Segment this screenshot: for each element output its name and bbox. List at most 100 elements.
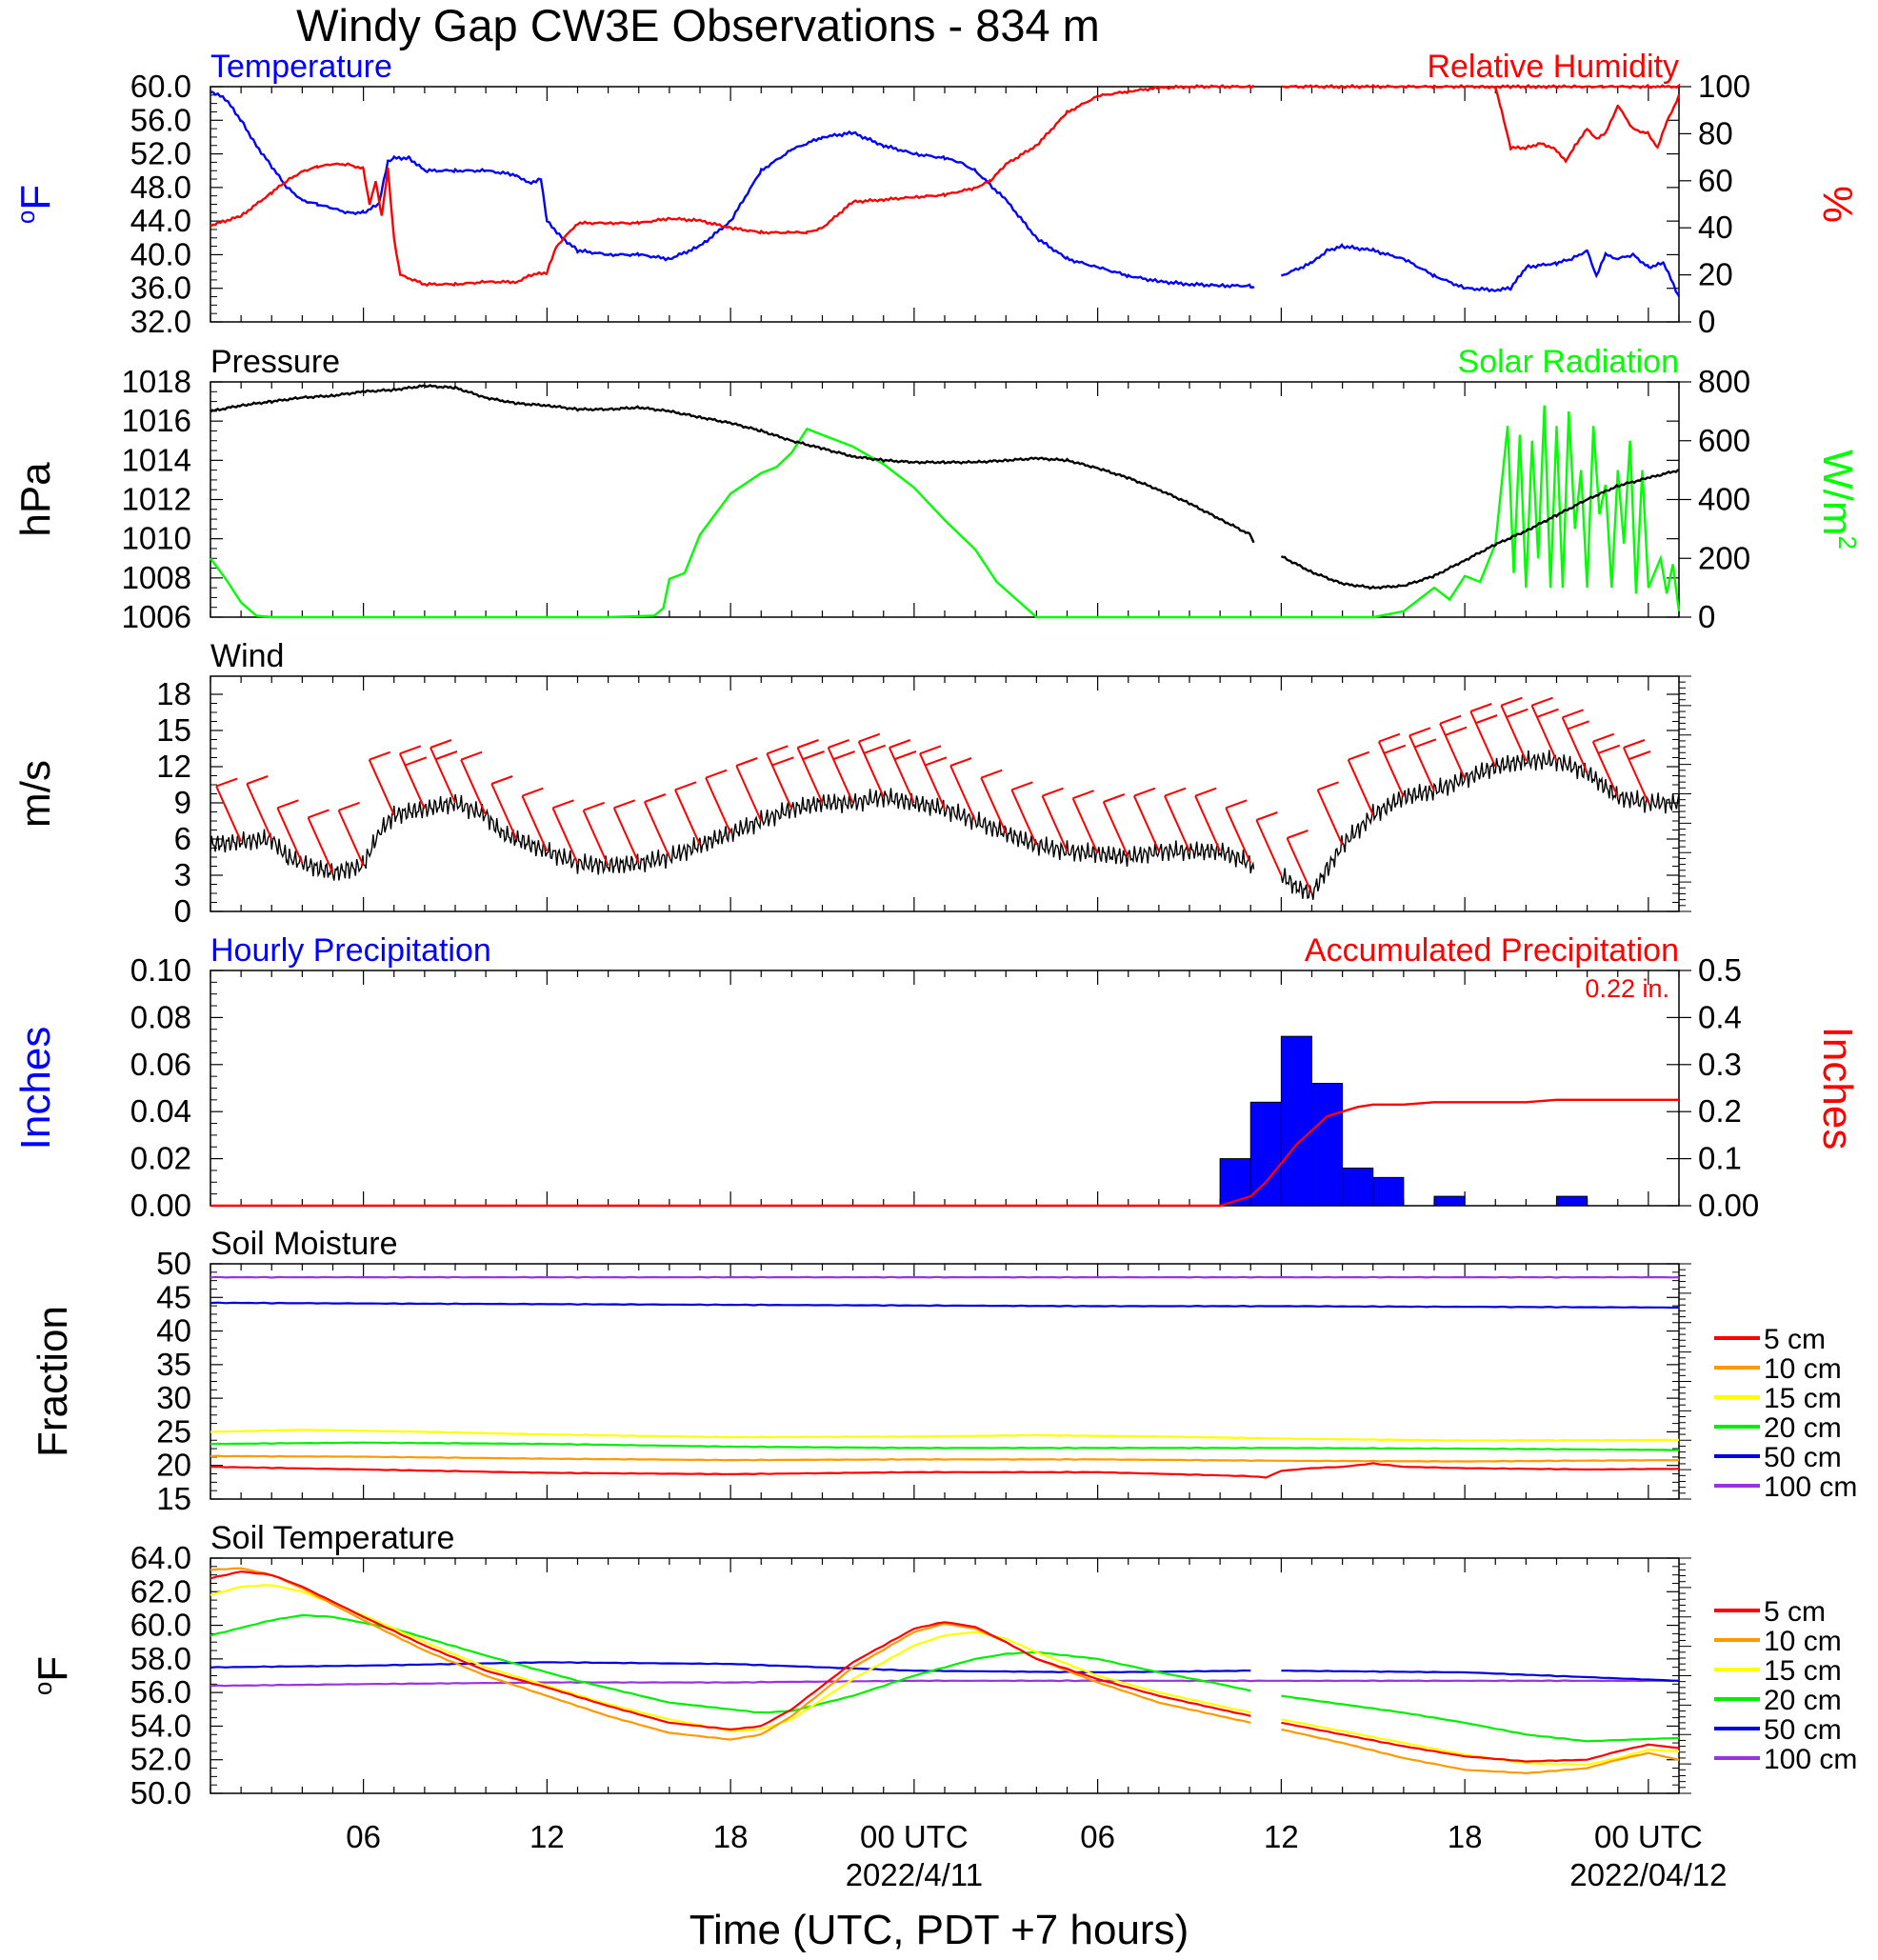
wind-barb-flag xyxy=(215,777,238,788)
y-tick-label: 0.10 xyxy=(130,952,191,988)
y-right-tick-label: 0.5 xyxy=(1698,952,1742,988)
y-axis-label-left: m/s xyxy=(12,760,59,828)
wind-barb-flag xyxy=(772,756,794,767)
y-tick-label: 1016 xyxy=(122,403,191,438)
wind-barb xyxy=(612,807,640,864)
y-tick-label: 1010 xyxy=(122,521,191,556)
wind-barb-flag xyxy=(1256,811,1278,821)
wind-barb-flag xyxy=(1317,781,1339,791)
legend-label: 20 cm xyxy=(1764,1685,1842,1716)
y-tick-label: 1006 xyxy=(122,599,191,634)
series-line-depth-100cm xyxy=(210,1679,1680,1688)
wind-barb xyxy=(919,752,946,810)
y-tick-label: 0.06 xyxy=(130,1047,191,1082)
series-line-humidity xyxy=(1494,87,1681,164)
x-ticks xyxy=(210,1558,1680,1793)
wind-barb-flag xyxy=(1384,744,1407,754)
panel-left-title: Hourly Precipitation xyxy=(210,932,491,969)
panels-group: 32.036.040.044.048.052.056.060.002040608… xyxy=(11,49,1862,1892)
y-tick-label: 1008 xyxy=(122,560,191,595)
wind-barb-flag xyxy=(1348,750,1370,761)
y-tick-label: 60.0 xyxy=(130,69,191,104)
y-axis-label-left: Fraction xyxy=(30,1306,76,1457)
wind-barb xyxy=(643,801,670,858)
wind-barb xyxy=(246,783,273,840)
x-axis-label: Time (UTC, PDT +7 hours) xyxy=(689,1907,1189,1953)
wind-barb-flag xyxy=(980,769,1003,779)
x-tick-label: 06 xyxy=(346,1819,381,1854)
precip-bar xyxy=(1342,1167,1374,1207)
series-line-depth-10cm xyxy=(210,1567,1680,1775)
y-right-tick-label: 200 xyxy=(1698,540,1750,575)
wind-barb-flag xyxy=(705,769,728,779)
x-ticks xyxy=(210,970,1680,1206)
panel-pressure_solar: 1006 1008 1010 1012 1014 1016 1018 0 200 400 600 80… xyxy=(12,344,1862,634)
wind-barb-flag xyxy=(369,750,391,761)
wind-barb-flag xyxy=(1011,781,1033,791)
wind-barb-flag xyxy=(1133,787,1156,797)
panel-right-title: Relative Humidity xyxy=(1427,49,1679,85)
legend-label: 10 cm xyxy=(1764,1353,1842,1385)
wind-barb-flag xyxy=(1414,738,1437,749)
wind-barb-flag xyxy=(460,750,483,761)
wind-barb xyxy=(735,765,763,822)
x-date-label: 2022/4/11 xyxy=(846,1857,983,1892)
wind-barb xyxy=(1102,801,1129,858)
wind-barb xyxy=(1164,795,1190,852)
y-tick-label: 45 xyxy=(156,1279,191,1314)
y-tick-label: 12 xyxy=(156,749,191,784)
wind-barb xyxy=(276,807,304,864)
wind-barb-flag xyxy=(1507,708,1528,718)
legend-label: 100 cm xyxy=(1764,1744,1857,1775)
x-tick-label: 18 xyxy=(713,1819,749,1854)
x-tick-label: 00 UTC xyxy=(860,1819,969,1854)
y-tick-label: 20 xyxy=(156,1448,191,1483)
legend-label: 20 cm xyxy=(1764,1412,1842,1444)
legend-label: 50 cm xyxy=(1764,1714,1842,1746)
y-tick-label: 0 xyxy=(174,893,191,929)
wind-barb xyxy=(796,747,824,804)
precip-bar xyxy=(1249,1101,1282,1207)
y-tick-label: 35 xyxy=(156,1347,191,1382)
wind-barb-flag xyxy=(1598,744,1621,754)
wind-barb xyxy=(307,817,334,873)
series-line-humidity xyxy=(210,83,1681,288)
wind-barb xyxy=(705,777,732,834)
wind-barb-flag xyxy=(308,809,330,819)
wind-barb-flag xyxy=(1501,696,1523,707)
wind-barb xyxy=(674,789,701,846)
panel-left-title: Soil Temperature xyxy=(210,1520,454,1556)
y-tick-label: 1012 xyxy=(122,482,191,517)
panel-right-title: Solar Radiation xyxy=(1458,344,1679,380)
wind-barb-flag xyxy=(1568,720,1589,730)
y-right-tick-label: 0.00 xyxy=(1698,1188,1759,1223)
wind-barb-flag xyxy=(1072,790,1094,800)
wind-barb xyxy=(1010,789,1038,846)
wind-barb-flag xyxy=(919,745,942,755)
wind-barb-flag xyxy=(864,744,887,754)
y-tick-label: 1018 xyxy=(122,364,191,399)
series-line-depth-20cm xyxy=(210,1441,1680,1451)
x-tick-label: 18 xyxy=(1448,1819,1483,1854)
series-line-depth-50cm xyxy=(210,1301,1680,1310)
wind-barb xyxy=(1286,837,1313,894)
series-line-temperature xyxy=(210,90,1681,297)
wind-barb xyxy=(1132,795,1160,852)
wind-barb-flag xyxy=(1225,799,1248,810)
y-tick-label: 15 xyxy=(156,1481,191,1516)
wind-barb-flag xyxy=(522,787,544,797)
series-line-depth-100cm xyxy=(210,1275,1680,1279)
precip-bar xyxy=(1372,1176,1405,1207)
wind-barb-flag xyxy=(674,781,697,791)
panel-left-title: Pressure xyxy=(210,344,340,380)
wind-barb-flag xyxy=(1287,830,1309,839)
y-axis-left: 50.052.054.056.058.060.062.064.0 xyxy=(130,1540,1679,1810)
wind-barb-flag xyxy=(435,750,458,760)
wind-barb-flag xyxy=(277,799,299,810)
wind-barb-flag xyxy=(858,732,881,743)
series-line-accumulated-precip xyxy=(210,1098,1679,1208)
